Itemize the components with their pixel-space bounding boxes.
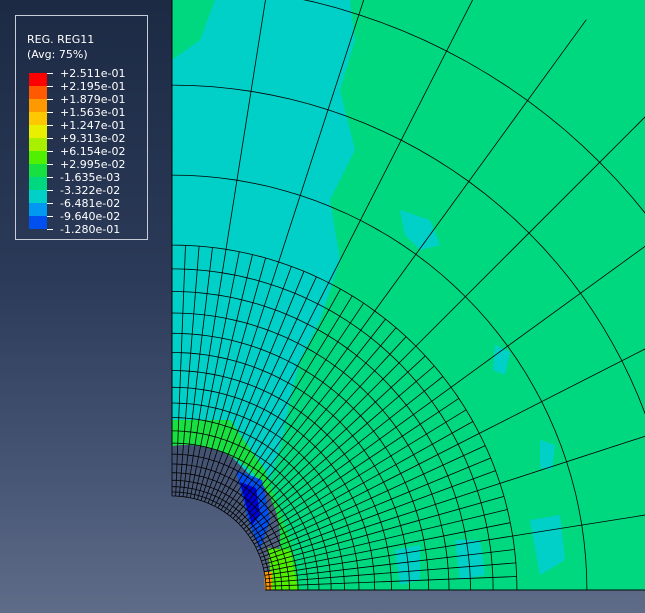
- legend-label: +2.195e-01: [60, 80, 126, 93]
- legend-label: -9.640e-02: [60, 210, 121, 223]
- legend-tick: [47, 125, 53, 126]
- legend-label: +1.247e-01: [60, 119, 126, 132]
- legend-swatch: [29, 164, 47, 177]
- legend-label: +1.879e-01: [60, 93, 126, 106]
- legend-tick: [47, 190, 53, 191]
- legend-swatch: [29, 86, 47, 99]
- legend-swatch: [29, 125, 47, 138]
- legend-swatch: [29, 216, 47, 229]
- legend-tick: [47, 164, 53, 165]
- legend-tick: [47, 86, 53, 87]
- legend-label: -1.635e-03: [60, 171, 121, 184]
- legend-tick: [47, 229, 53, 230]
- legend-swatch: [29, 190, 47, 203]
- legend-tick: [47, 177, 53, 178]
- legend-tick: [47, 151, 53, 152]
- legend-swatch: [29, 73, 47, 86]
- legend-swatch: [29, 99, 47, 112]
- legend-label: -6.481e-02: [60, 197, 121, 210]
- legend-title: REG. REG11: [27, 33, 95, 46]
- legend-swatch: [29, 112, 47, 125]
- legend-swatch: [29, 203, 47, 216]
- legend-swatch: [29, 151, 47, 164]
- legend-tick: [47, 112, 53, 113]
- contour-legend[interactable]: REG. REG11 (Avg: 75%) +2.511e-01 +2.195e-…: [15, 15, 148, 240]
- legend-swatch: [29, 138, 47, 151]
- legend-swatch: [29, 177, 47, 190]
- legend-subtitle: (Avg: 75%): [27, 48, 88, 61]
- legend-tick: [47, 99, 53, 100]
- legend-label: -3.322e-02: [60, 184, 121, 197]
- legend-tick: [47, 216, 53, 217]
- legend-label: +1.563e-01: [60, 106, 126, 119]
- legend-tick: [47, 73, 53, 74]
- legend-label: +2.511e-01: [60, 67, 126, 80]
- finite-element-mesh: [171, 0, 645, 591]
- legend-tick: [47, 203, 53, 204]
- legend-label: +6.154e-02: [60, 145, 126, 158]
- legend-label: +9.313e-02: [60, 132, 126, 145]
- legend-label: +2.995e-02: [60, 158, 126, 171]
- legend-tick: [47, 138, 53, 139]
- legend-label: -1.280e-01: [60, 223, 121, 236]
